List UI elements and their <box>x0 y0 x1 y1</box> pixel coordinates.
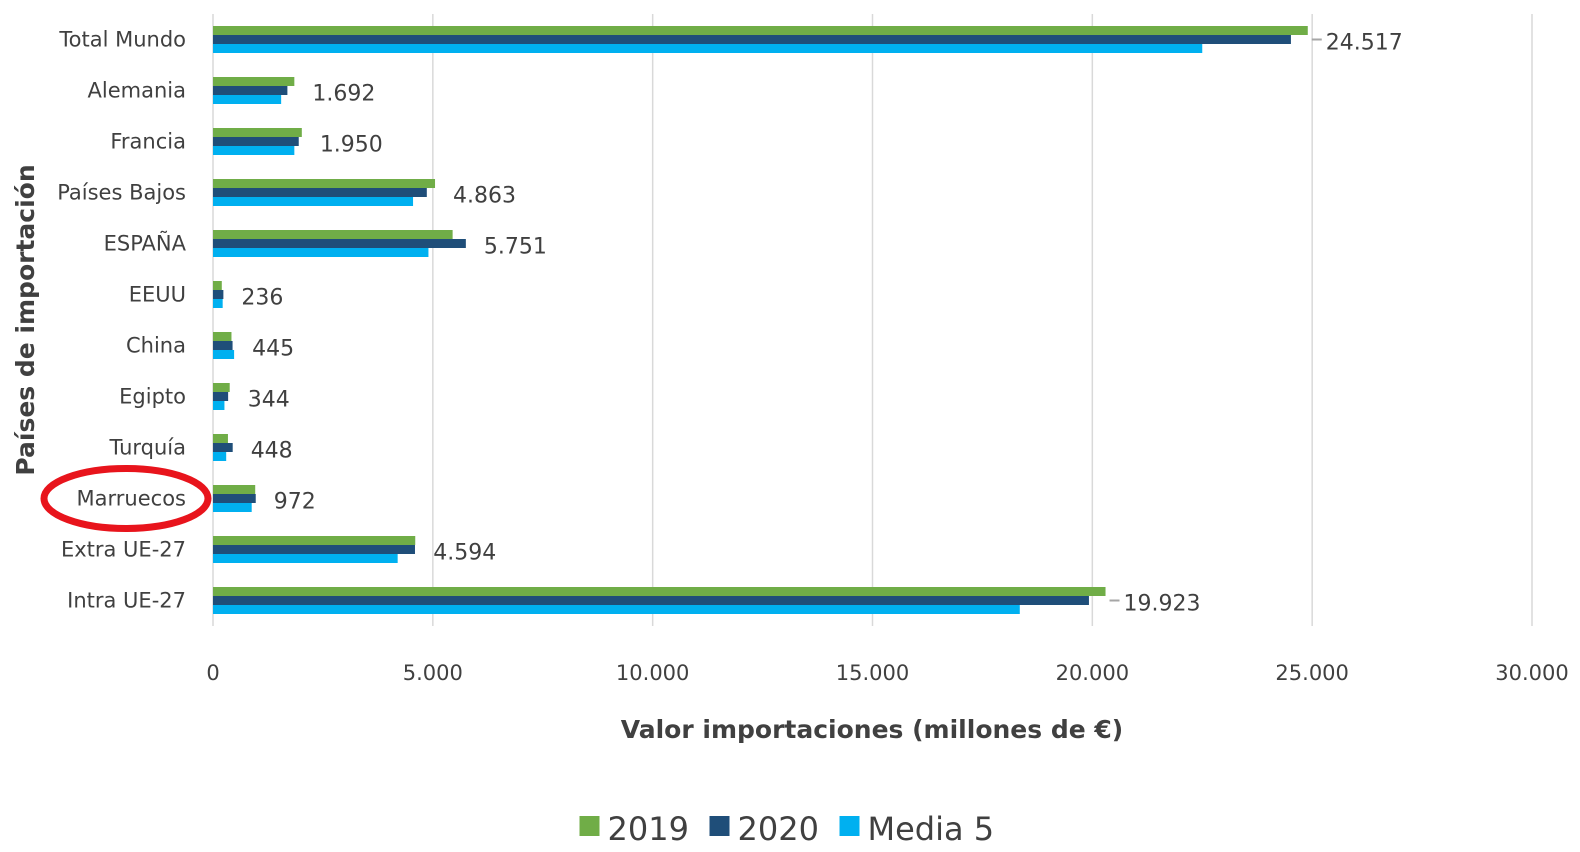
x-tick-label: 30.000 <box>1495 661 1568 685</box>
x-tick-label: 10.000 <box>616 661 689 685</box>
bar <box>213 146 295 155</box>
data-label: 236 <box>241 286 283 311</box>
bar <box>213 332 232 341</box>
bar <box>213 188 427 197</box>
bar <box>213 341 233 350</box>
bar <box>213 281 222 290</box>
bar <box>213 179 436 188</box>
bar <box>213 230 453 239</box>
bar <box>213 248 429 257</box>
bar <box>213 95 282 104</box>
bar <box>213 587 1106 596</box>
x-tick-label: 0 <box>206 661 219 685</box>
legend-swatch <box>839 816 860 836</box>
data-label: 1.692 <box>312 82 375 107</box>
category-label: ESPAÑA <box>104 230 187 256</box>
highlight-ellipse <box>40 465 212 532</box>
x-tick-labels: 0 5.000 10.000 15.000 20.000 25.000 30.000 <box>206 661 1568 685</box>
data-label: 5.751 <box>484 235 547 260</box>
bar <box>213 86 288 95</box>
x-tick-label: 20.000 <box>1056 661 1129 685</box>
data-label: 24.517 <box>1326 31 1403 56</box>
data-label: 344 <box>248 388 290 413</box>
legend-swatch <box>709 816 730 836</box>
bar <box>213 35 1291 44</box>
gridlines <box>212 14 1533 626</box>
data-label: 445 <box>252 337 294 362</box>
data-label: 19.923 <box>1124 592 1201 617</box>
bar <box>213 77 295 86</box>
legend: 2019 2020 Media 5 <box>579 810 995 848</box>
x-tick-label: 25.000 <box>1275 661 1348 685</box>
leader-lines <box>1109 38 1322 602</box>
y-axis-title: Países de importación <box>11 164 40 475</box>
data-label: 448 <box>251 439 293 464</box>
bar <box>213 452 227 461</box>
bar <box>213 350 235 359</box>
bar <box>213 26 1308 35</box>
bar <box>213 128 302 137</box>
bar <box>213 434 228 443</box>
data-label: 4.594 <box>433 541 496 566</box>
bar <box>213 494 256 503</box>
category-label: Intra UE-27 <box>67 589 186 613</box>
legend-label: Media 5 <box>868 810 995 848</box>
bar <box>213 545 415 554</box>
category-label: EEUU <box>129 283 186 307</box>
bar <box>213 299 223 308</box>
category-label: Turquía <box>108 436 186 460</box>
category-label: Total Mundo <box>58 28 186 52</box>
bar <box>213 485 256 494</box>
bar <box>213 392 229 401</box>
legend-label: 2019 <box>608 810 689 848</box>
category-label: Egipto <box>119 385 186 409</box>
legend-label: 2020 <box>738 810 819 848</box>
bar <box>213 443 233 452</box>
category-labels: Total Mundo Alemania Francia Países Bajos ES… <box>57 28 186 613</box>
x-axis-title: Valor importaciones (millones de €) <box>621 715 1123 744</box>
bar <box>213 290 224 299</box>
category-label: Alemania <box>88 79 186 103</box>
bar <box>213 137 299 146</box>
bar <box>213 536 416 545</box>
data-label: 4.863 <box>453 184 516 209</box>
data-label: 972 <box>274 490 316 515</box>
data-labels: 24.517 1.692 1.950 4.863 5.751 236 445 344 448 97… <box>241 31 1402 617</box>
bar <box>213 44 1203 53</box>
legend-swatch <box>579 816 600 836</box>
highlight-ellipse <box>40 465 212 532</box>
bar <box>213 383 230 392</box>
bar <box>213 197 414 206</box>
data-label: 1.950 <box>320 133 383 158</box>
bar <box>213 503 252 512</box>
bar <box>213 596 1089 605</box>
x-tick-label: 5.000 <box>403 661 463 685</box>
category-label: Países Bajos <box>57 181 186 205</box>
bar <box>213 605 1020 614</box>
bar <box>213 401 225 410</box>
bar <box>213 239 466 248</box>
x-tick-label: 15.000 <box>836 661 909 685</box>
category-label: Marruecos <box>77 487 186 511</box>
category-label: China <box>126 334 186 358</box>
category-label: Extra UE-27 <box>61 538 186 562</box>
bars <box>213 26 1308 614</box>
category-label: Francia <box>110 130 186 154</box>
bar <box>213 554 398 563</box>
